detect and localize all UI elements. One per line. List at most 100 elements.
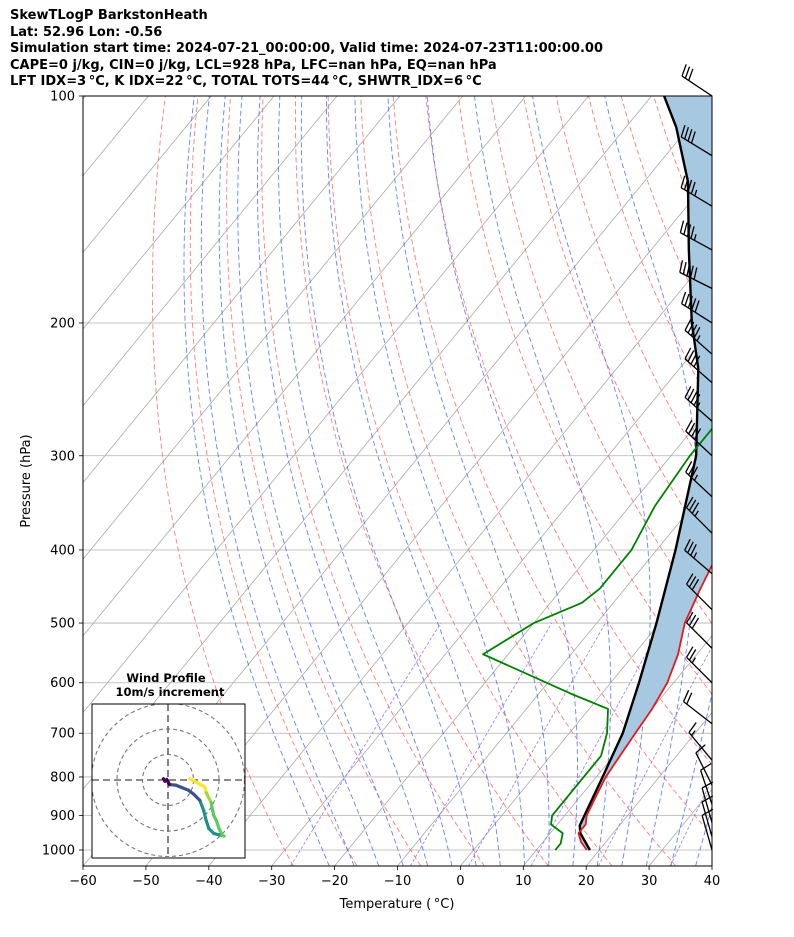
wind-barb	[684, 386, 713, 422]
wind-barb	[681, 291, 713, 324]
dry-adiabat	[294, 96, 549, 866]
barb-shaft	[683, 701, 713, 725]
moist-adiabat	[256, 96, 429, 866]
isotherm-line	[397, 481, 712, 866]
barb-flag	[693, 234, 697, 241]
barb-flag	[693, 326, 701, 339]
title-line: LFT IDX=3 °C, K IDX=22 °C, TOTAL TOTS=44…	[10, 74, 482, 89]
x-tick-label: −50	[132, 874, 159, 889]
barb-flag	[685, 496, 694, 509]
dry-adiabat	[555, 96, 712, 481]
moist-adiabat	[387, 96, 550, 866]
x-tick-label: −20	[321, 874, 348, 889]
wind-barb	[681, 64, 713, 97]
barb-flag	[683, 177, 689, 190]
dry-adiabat	[261, 96, 485, 866]
wind-barb	[701, 781, 714, 823]
barb-flag	[693, 355, 701, 368]
barb-flag	[688, 463, 696, 476]
barb-flag	[684, 347, 692, 360]
wind-barb	[695, 744, 713, 786]
moist-adiabat	[278, 96, 453, 866]
barb-flag	[690, 544, 697, 556]
barb-flag	[694, 510, 699, 517]
barb-flag	[687, 129, 693, 142]
wind-barb	[699, 763, 713, 805]
x-tick-label: 10	[515, 874, 532, 889]
y-tick-label: 400	[50, 543, 75, 558]
barb-flag	[688, 576, 697, 588]
barb-shaft	[680, 136, 713, 157]
isotherm-line	[271, 328, 712, 866]
wind-barb	[685, 420, 713, 457]
barb-shaft	[681, 75, 713, 97]
isotherm-line	[83, 96, 401, 484]
moist-adiabat	[474, 96, 612, 866]
barb-flag	[691, 502, 700, 514]
x-tick-label: 20	[578, 874, 595, 889]
barb-flag	[679, 220, 685, 233]
barb-flag	[686, 263, 691, 277]
dry-adiabat	[189, 96, 358, 866]
barb-flag	[688, 68, 694, 81]
barb-flag	[691, 657, 696, 664]
isotherm-line	[83, 96, 86, 100]
y-tick-label: 1000	[42, 844, 75, 859]
barb-flag	[691, 617, 700, 629]
x-tick-label: 40	[704, 874, 721, 889]
moist-adiabat	[604, 96, 698, 866]
wind-barb	[701, 808, 714, 851]
barb-shaft	[685, 430, 713, 457]
barb-flag	[701, 795, 714, 803]
moist-adiabat	[300, 96, 477, 866]
barb-shaft	[701, 787, 713, 823]
hodograph-trace	[202, 808, 208, 823]
barb-flag	[681, 64, 687, 77]
hodograph-frame	[91, 703, 246, 859]
barb-shaft	[701, 801, 713, 837]
dry-adiabat	[784, 96, 794, 866]
barb-flag	[688, 499, 697, 511]
barb-flag	[680, 124, 686, 138]
y-tick-label: 100	[50, 90, 75, 105]
title-line: Simulation start time: 2024-07-21_00:00:…	[10, 41, 603, 56]
barb-flag	[687, 321, 695, 334]
barb-flag	[690, 324, 698, 336]
barb-shaft	[680, 232, 713, 251]
wind-barb	[684, 347, 713, 384]
barb-flag	[685, 461, 693, 473]
barb-flag	[690, 391, 698, 403]
hodograph-subtitle: 10m/s increment	[116, 685, 225, 699]
dry-adiabat	[226, 96, 422, 866]
barb-flag	[691, 298, 697, 311]
dry-adiabat	[360, 96, 677, 866]
barb-flag	[690, 226, 695, 239]
barb-flag	[684, 538, 691, 551]
barb-flag	[694, 300, 700, 313]
isotherm-line	[145, 175, 712, 866]
wind-barb	[685, 646, 713, 684]
moist-adiabat	[200, 96, 355, 866]
y-tick-label: 700	[50, 727, 75, 742]
barb-flag	[679, 260, 684, 273]
isotherm-line	[648, 788, 712, 866]
dry-adiabat	[457, 96, 712, 695]
wind-barbs	[679, 64, 714, 851]
barb-flag	[690, 466, 699, 478]
barb-flag	[688, 649, 697, 661]
mixing-ratio-line	[598, 645, 712, 866]
wind-barb	[685, 461, 713, 498]
wind-barb	[684, 538, 713, 575]
barb-flag	[684, 386, 692, 398]
plot-area	[83, 96, 794, 866]
wind-barb	[680, 175, 713, 207]
barb-flag	[688, 722, 697, 733]
y-axis-label: Pressure (hPa)	[19, 434, 34, 527]
barb-shaft	[680, 187, 713, 207]
barb-shaft	[684, 396, 713, 422]
moist-adiabat	[237, 96, 404, 866]
barb-shaft	[685, 471, 713, 498]
wind-barb	[688, 722, 713, 761]
barb-flag	[687, 350, 695, 362]
